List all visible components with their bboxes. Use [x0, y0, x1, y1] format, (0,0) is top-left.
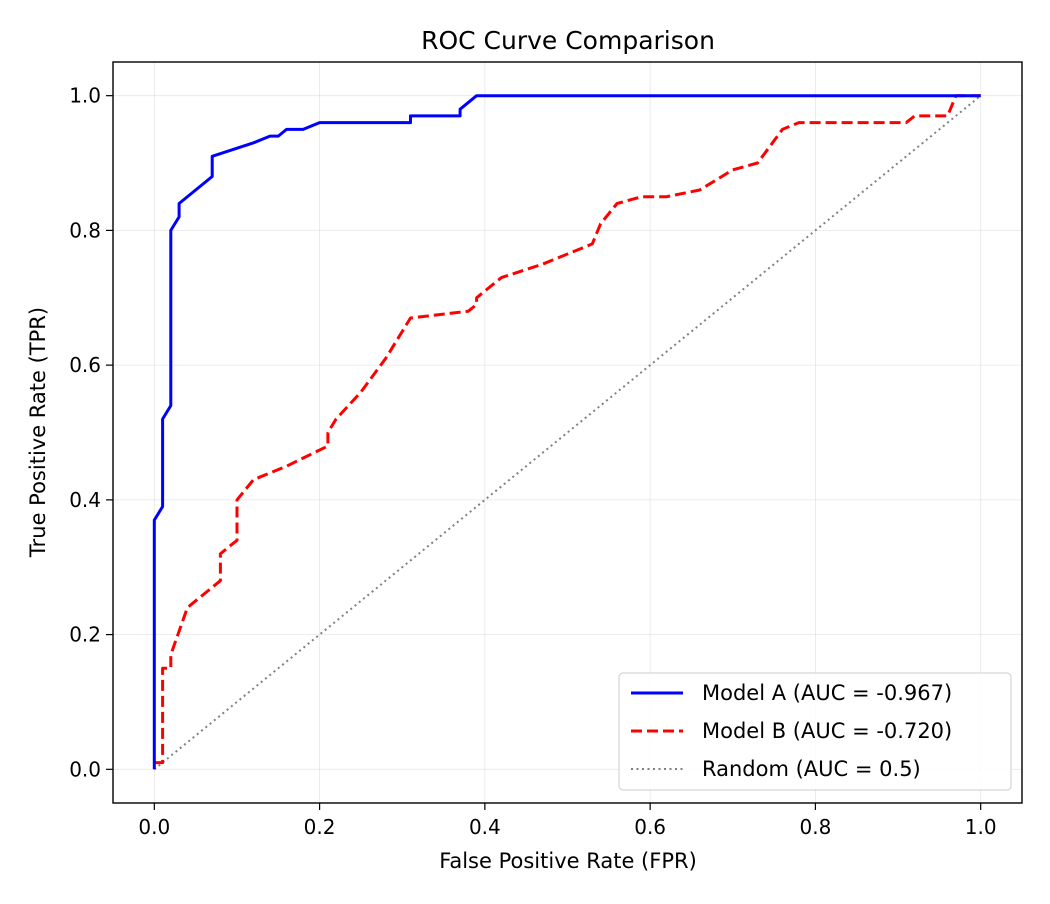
series-line-2 — [153, 94, 982, 771]
series-line-0 — [152, 94, 981, 770]
x-tick-label: 0.8 — [800, 815, 832, 839]
x-tick-label: 1.0 — [965, 815, 997, 839]
ticks: 0.0 0.2 0.4 0.6 0.8 1.0 0.0 0.2 0.4 0.6 0.8 1.0 — [69, 84, 996, 839]
y-tick-label: 0.2 — [69, 623, 101, 647]
legend: Model A (AUC = -0.967) Model B (AUC = -0.… — [618, 672, 1012, 791]
plot-frame — [112, 61, 1023, 804]
x-axis-label: False Positive Rate (FPR) — [439, 849, 697, 873]
legend-box — [618, 672, 1012, 791]
x-tick-label: 0.0 — [138, 815, 170, 839]
x-tick-label: 0.2 — [304, 815, 336, 839]
grid — [113, 62, 1022, 803]
y-axis-label: True Positive Rate (TPR) — [26, 307, 50, 558]
legend-label-1: Model B (AUC = -0.720) — [702, 719, 952, 743]
y-tick-label: 0.4 — [69, 488, 101, 512]
series-line-1 — [154, 94, 981, 765]
y-tick-label: 0.8 — [69, 218, 101, 242]
legend-label-2: Random (AUC = 0.5) — [702, 757, 921, 781]
y-tick-label: 0.6 — [69, 353, 101, 377]
x-tick-label: 0.6 — [634, 815, 666, 839]
chart-title: ROC Curve Comparison — [421, 26, 715, 55]
y-tick-label: 0.0 — [69, 757, 101, 781]
x-tick-label: 0.4 — [469, 815, 501, 839]
series-lines — [152, 94, 982, 771]
legend-label-0: Model A (AUC = -0.967) — [702, 681, 952, 705]
y-tick-label: 1.0 — [69, 84, 101, 108]
